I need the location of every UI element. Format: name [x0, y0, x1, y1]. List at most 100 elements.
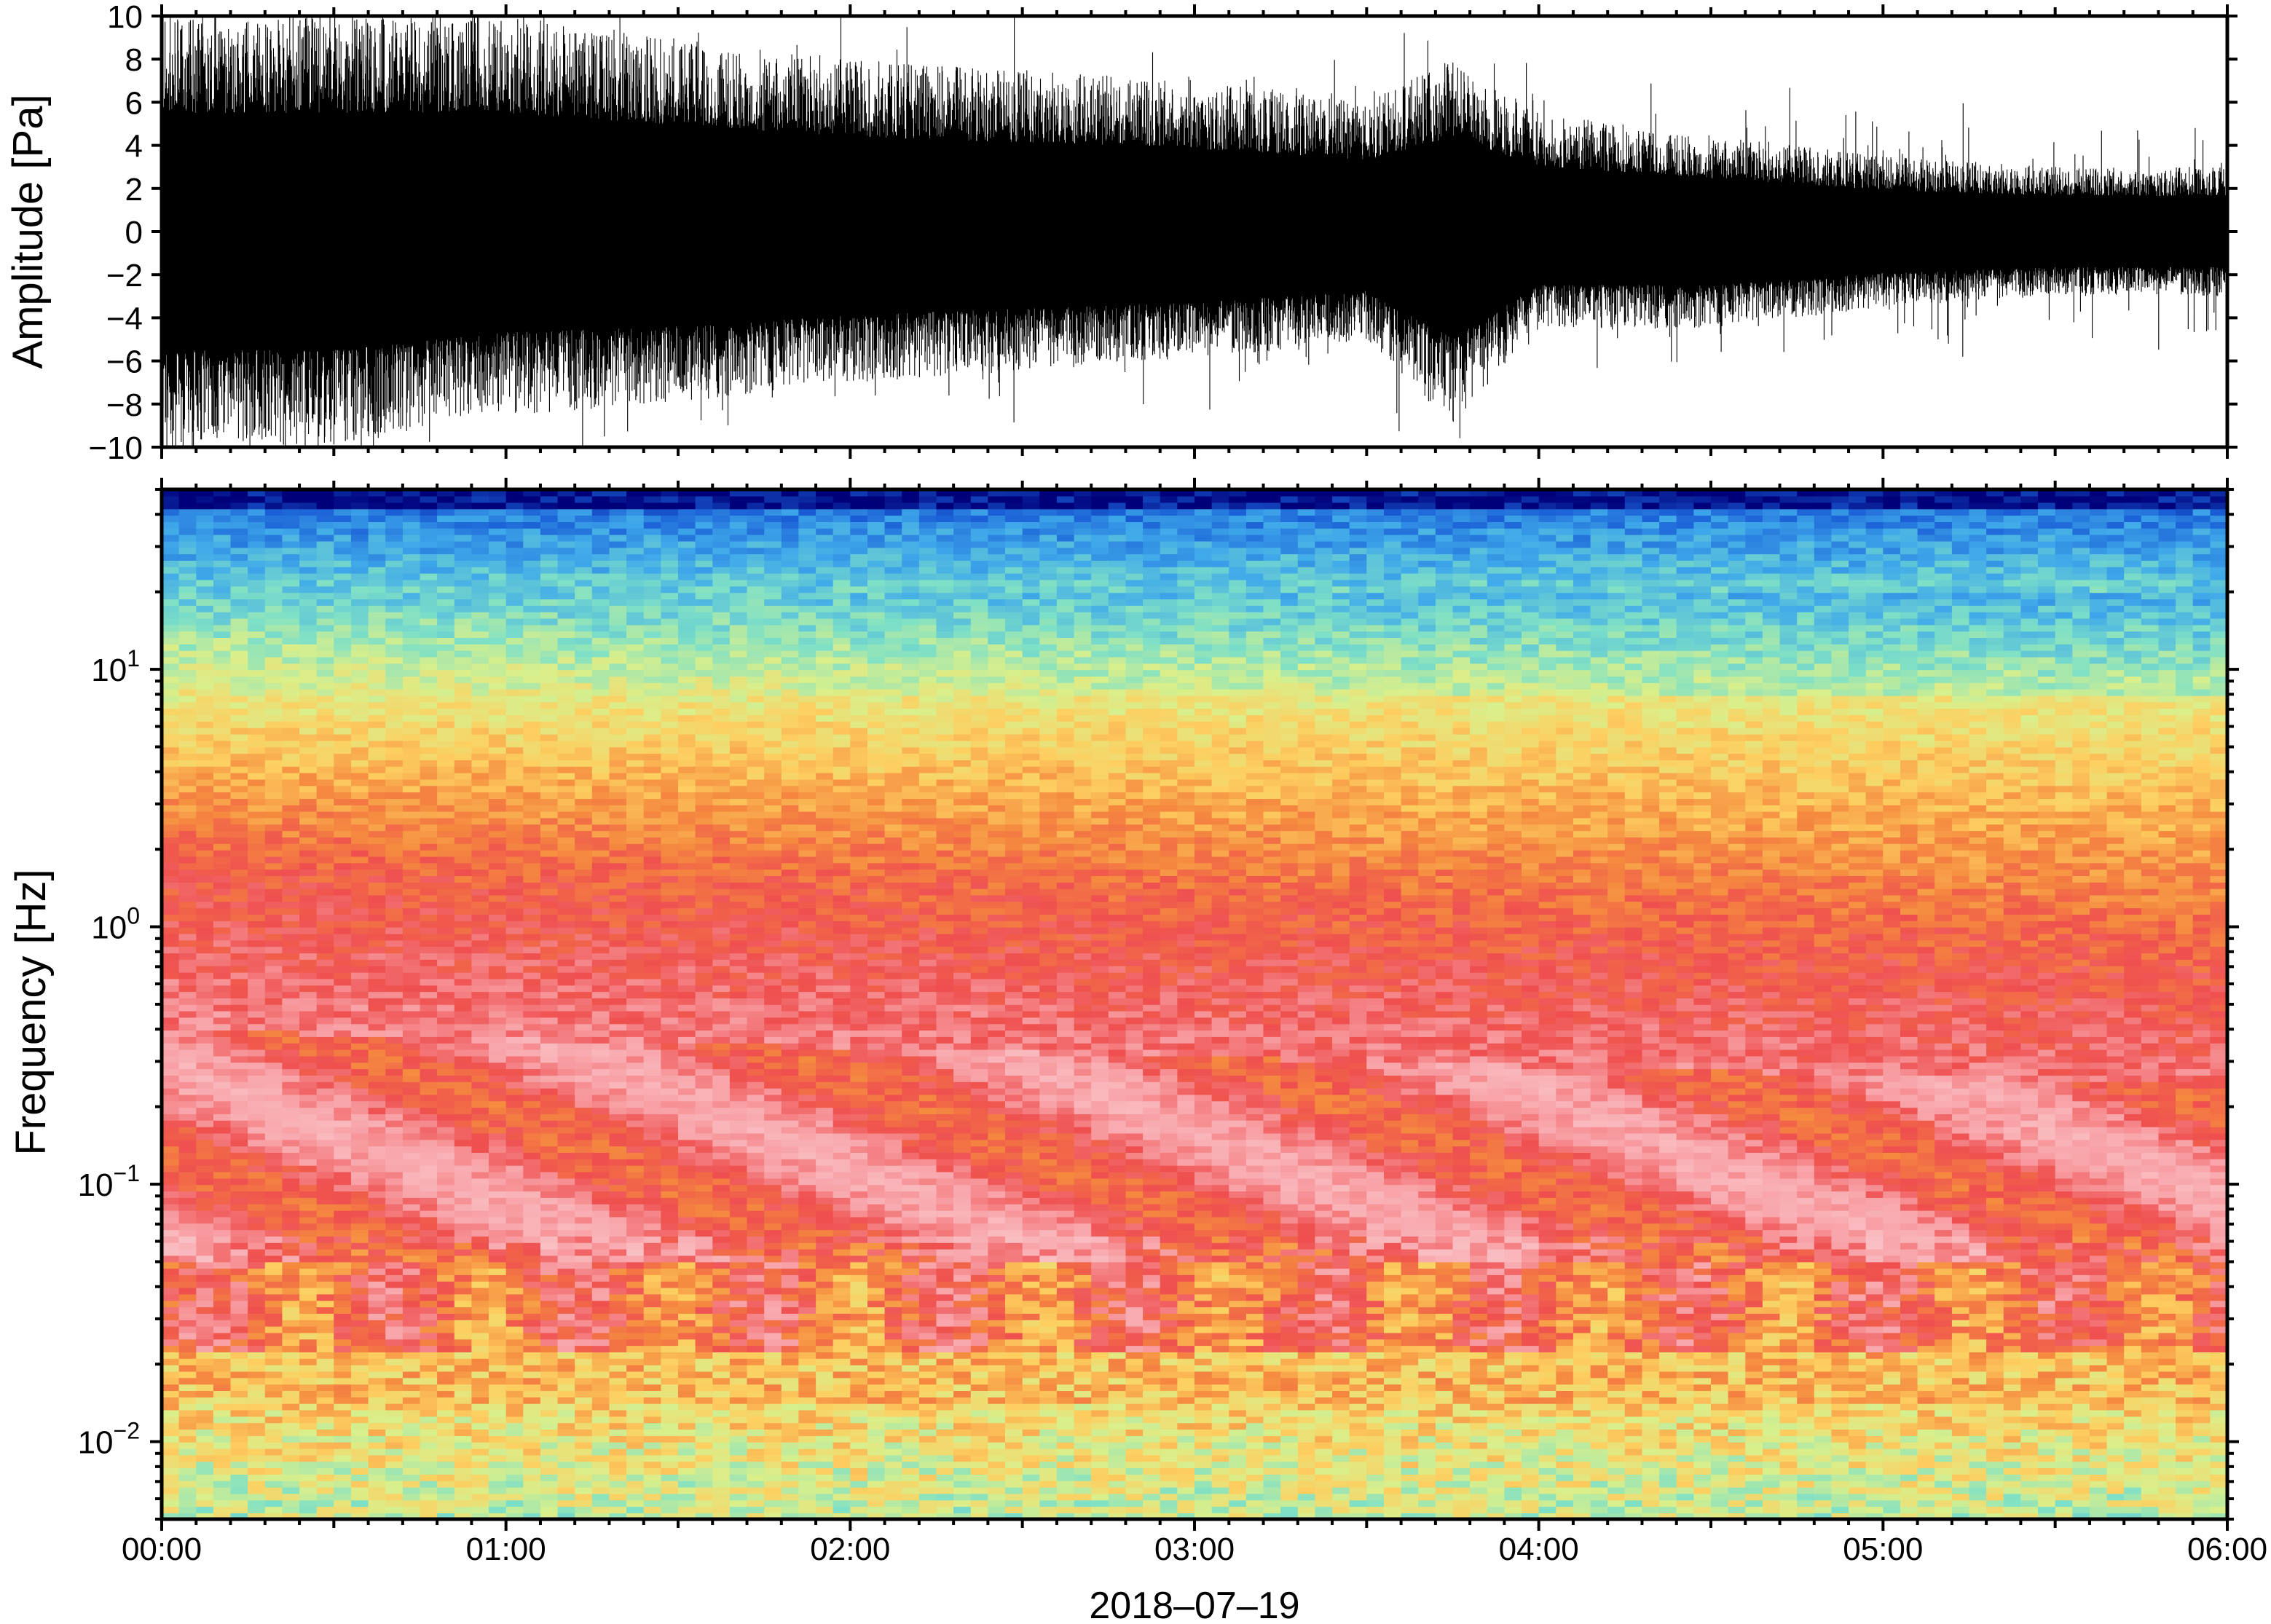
- spectrogram-cell: [196, 978, 214, 986]
- spectrogram-cell: [385, 1403, 404, 1411]
- spectrogram-cell: [402, 1146, 421, 1153]
- spectrogram-cell: [454, 1139, 473, 1147]
- spectrogram-cell: [213, 1435, 232, 1443]
- spectrogram-cell: [609, 798, 627, 805]
- spectrogram-cell: [196, 1255, 214, 1263]
- spectrogram-cell: [196, 1513, 214, 1519]
- spectrogram-cell: [368, 1139, 386, 1147]
- spectrogram-cell: [575, 805, 593, 812]
- spectrogram-cell: [591, 1236, 610, 1243]
- spectrogram-cell: [643, 1113, 662, 1121]
- spectrogram-cell: [178, 1403, 197, 1411]
- spectrogram-cell: [454, 882, 473, 889]
- spectrogram-cell: [591, 824, 610, 832]
- spectrogram-cell: [505, 978, 524, 986]
- spectrogram-cell: [334, 1358, 352, 1365]
- spectrogram-cell: [575, 508, 593, 516]
- spectrogram-cell: [230, 798, 248, 805]
- spectrogram-cell: [351, 753, 369, 760]
- spectrogram-cell: [575, 650, 593, 658]
- spectrogram-cell: [299, 1043, 318, 1050]
- spectrogram-cell: [264, 1043, 283, 1050]
- spectrogram-cell: [299, 572, 318, 580]
- spectrogram-cell: [575, 1481, 593, 1488]
- spectrogram-cell: [661, 586, 679, 594]
- spectrogram-cell: [213, 1004, 232, 1012]
- spectrogram-cell: [299, 553, 318, 561]
- spectrogram-cell: [368, 1403, 386, 1411]
- spectrogram-cell: [385, 978, 404, 986]
- waveform-y-axis-title: Amplitude [Pa]: [4, 94, 52, 368]
- spectrogram-cell: [368, 553, 386, 561]
- spectrogram-cell: [591, 567, 610, 574]
- spectrogram-cell: [316, 1442, 335, 1449]
- spectrogram-cell: [661, 1513, 679, 1519]
- spectrogram-cell: [557, 1152, 575, 1159]
- spectrogram-cell: [575, 1339, 593, 1347]
- spectrogram-cell: [454, 1268, 473, 1275]
- spectrogram-cell: [661, 1486, 679, 1494]
- spectrogram-cell: [454, 682, 473, 690]
- spectrogram-cell: [196, 971, 214, 979]
- spectrogram-cell: [264, 624, 283, 632]
- spectrogram-cell: [402, 1384, 421, 1391]
- spectrogram-cell: [643, 1339, 662, 1347]
- spectrogram-cell: [437, 1242, 455, 1250]
- spectrogram-cell: [523, 579, 541, 587]
- spectrogram-cell: [454, 894, 473, 902]
- spectrogram-cell: [626, 849, 645, 857]
- spectrogram-cell: [402, 1409, 421, 1417]
- spectrogram-cell: [334, 760, 352, 767]
- spectrogram-cell: [368, 579, 386, 587]
- spectrogram-cell: [540, 1017, 559, 1025]
- spectrogram-cell: [575, 1384, 593, 1391]
- spectrogram-cell: [248, 1422, 266, 1430]
- spectrogram-cell: [196, 572, 214, 580]
- spectrogram-cell: [575, 515, 593, 522]
- spectrogram-cell: [575, 785, 593, 793]
- spectrogram-cell: [368, 1435, 386, 1443]
- spectrogram-cell: [248, 701, 266, 709]
- spectrogram-cell: [437, 1513, 455, 1519]
- spectrogram-cell: [264, 1429, 283, 1436]
- spectrogram-cell: [334, 798, 352, 805]
- spectrogram-cell: [282, 1448, 300, 1456]
- spectrogram-cell: [591, 599, 610, 606]
- spectrogram-cell: [299, 579, 318, 587]
- spectrogram-cell: [540, 849, 559, 857]
- spectrogram-cell: [575, 1164, 593, 1172]
- spectrogram-cell: [609, 971, 627, 979]
- spectrogram-cell: [489, 592, 507, 599]
- spectrogram-cell: [402, 1062, 421, 1070]
- spectrogram-cell: [178, 1325, 197, 1333]
- spectrogram-cell: [626, 1120, 645, 1127]
- spectrogram-cell: [402, 1268, 421, 1275]
- spectrogram-cell: [609, 779, 627, 787]
- spectrogram-cell: [402, 1178, 421, 1186]
- spectrogram-cell: [557, 1164, 575, 1172]
- spectrogram-cell: [540, 1442, 559, 1449]
- spectrogram-cell: [523, 1017, 541, 1025]
- spectrogram-cell: [540, 650, 559, 658]
- spectrogram-cell: [299, 811, 318, 819]
- spectrogram-cell: [385, 779, 404, 787]
- spectrogram-cell: [299, 1132, 318, 1140]
- spectrogram-cell: [334, 1339, 352, 1347]
- spectrogram-cell: [454, 1454, 473, 1462]
- spectrogram-cell: [248, 966, 266, 973]
- spectrogram-cell: [213, 1499, 232, 1507]
- spectrogram-cell: [626, 921, 645, 928]
- spectrogram-cell: [334, 927, 352, 934]
- spectrogram-cell: [505, 1300, 524, 1308]
- spectrogram-cell: [299, 1293, 318, 1301]
- spectrogram-cell: [420, 1481, 438, 1488]
- spectrogram-cell: [643, 701, 662, 709]
- spectrogram-cell: [420, 733, 438, 741]
- spectrogram-cell: [505, 811, 524, 819]
- spectrogram-cell: [213, 1100, 232, 1108]
- spectrogram-cell: [454, 740, 473, 748]
- spectrogram-cell: [316, 560, 335, 567]
- spectrogram-cell: [162, 1293, 180, 1301]
- spectrogram-cell: [351, 1030, 369, 1037]
- spectrogram-cell: [368, 592, 386, 599]
